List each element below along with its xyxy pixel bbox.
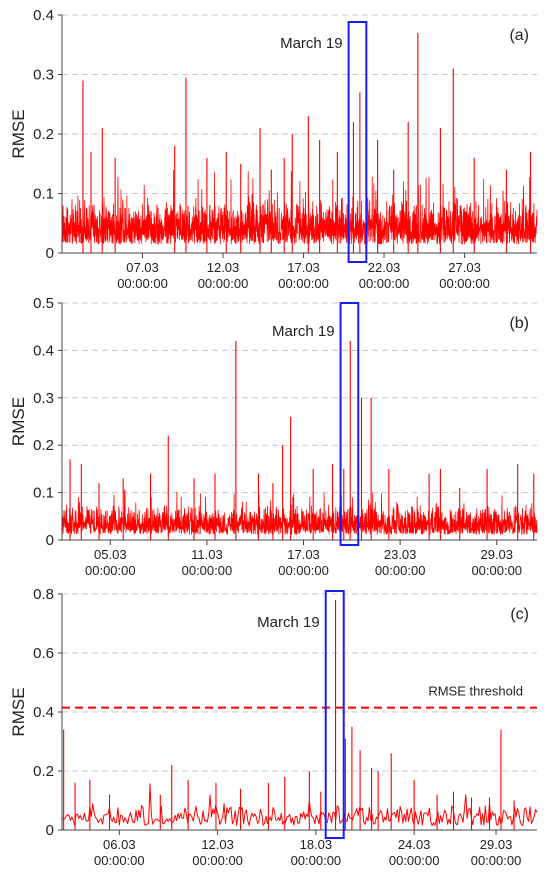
x-tick-date: 18.03 bbox=[300, 837, 333, 852]
x-tick-time: 00:00:00 bbox=[471, 853, 522, 868]
y-tick-label: 0.8 bbox=[33, 586, 54, 603]
y-tick-label: 0.1 bbox=[33, 186, 54, 203]
x-tick-time: 00:00:00 bbox=[278, 276, 329, 291]
x-tick-date: 23.03 bbox=[384, 547, 417, 562]
panel-label: (c) bbox=[510, 606, 529, 623]
x-tick-time: 00:00:00 bbox=[278, 563, 329, 578]
x-tick-date: 17.03 bbox=[287, 547, 320, 562]
y-tick-label: 0.4 bbox=[33, 342, 54, 359]
y-tick-label: 0 bbox=[46, 532, 54, 549]
y-tick-label: 0.3 bbox=[33, 390, 54, 407]
chart-panel-1: 00.10.20.30.407.0300:00:0012.0300:00:001… bbox=[9, 7, 538, 291]
x-tick-time: 00:00:00 bbox=[359, 276, 410, 291]
y-axis-label: RMSE bbox=[9, 109, 28, 158]
x-tick-date: 12.03 bbox=[201, 837, 234, 852]
x-tick-date: 17.03 bbox=[287, 260, 320, 275]
y-tick-label: 0.2 bbox=[33, 763, 54, 780]
y-axis-label: RMSE bbox=[9, 687, 28, 736]
y-tick-label: 0.5 bbox=[33, 295, 54, 312]
x-tick-time: 00:00:00 bbox=[117, 276, 168, 291]
highlight-box bbox=[347, 21, 368, 263]
annotation-label: March 19 bbox=[272, 323, 335, 340]
x-tick-date: 06.03 bbox=[103, 837, 136, 852]
x-tick-date: 27.03 bbox=[448, 260, 481, 275]
x-tick-date: 11.03 bbox=[191, 547, 223, 562]
y-tick-label: 0.3 bbox=[33, 67, 54, 84]
series-line bbox=[61, 169, 538, 245]
series-line bbox=[61, 489, 538, 535]
x-tick-time: 00:00:00 bbox=[291, 853, 342, 868]
y-tick-label: 0 bbox=[46, 245, 54, 262]
annotation-label: March 19 bbox=[280, 35, 343, 52]
x-tick-date: 12.03 bbox=[207, 260, 240, 275]
x-tick-time: 00:00:00 bbox=[192, 853, 243, 868]
x-tick-time: 00:00:00 bbox=[198, 276, 249, 291]
y-tick-label: 0 bbox=[46, 822, 54, 839]
y-tick-label: 0.1 bbox=[33, 485, 54, 502]
x-tick-time: 00:00:00 bbox=[182, 563, 233, 578]
x-tick-date: 07.03 bbox=[126, 260, 159, 275]
y-axis-label: RMSE bbox=[9, 397, 28, 446]
threshold-label: RMSE threshold bbox=[428, 684, 523, 699]
x-tick-date: 29.03 bbox=[480, 837, 513, 852]
x-tick-time: 00:00:00 bbox=[375, 563, 426, 578]
annotation-label: March 19 bbox=[257, 614, 320, 631]
x-tick-time: 00:00:00 bbox=[85, 563, 136, 578]
series-line bbox=[61, 783, 538, 826]
x-tick-date: 29.03 bbox=[480, 547, 513, 562]
panel-label: (a) bbox=[509, 27, 529, 44]
x-tick-time: 00:00:00 bbox=[389, 853, 440, 868]
y-tick-label: 0.4 bbox=[33, 704, 54, 721]
panel-label: (b) bbox=[509, 315, 529, 332]
x-tick-time: 00:00:00 bbox=[94, 853, 145, 868]
x-tick-time: 00:00:00 bbox=[471, 563, 522, 578]
y-tick-label: 0.2 bbox=[33, 437, 54, 454]
highlight-box bbox=[324, 590, 345, 839]
x-tick-date: 05.03 bbox=[94, 547, 127, 562]
highlight-box bbox=[339, 302, 360, 546]
x-tick-time: 00:00:00 bbox=[439, 276, 490, 291]
x-tick-date: 22.03 bbox=[368, 260, 401, 275]
y-tick-label: 0.6 bbox=[33, 645, 54, 662]
y-tick-label: 0.2 bbox=[33, 126, 54, 143]
x-tick-date: 24.03 bbox=[398, 837, 431, 852]
y-tick-label: 0.4 bbox=[33, 7, 54, 24]
chart-panel-2: 00.10.20.30.40.505.0300:00:0011.0300:00:… bbox=[9, 295, 538, 578]
